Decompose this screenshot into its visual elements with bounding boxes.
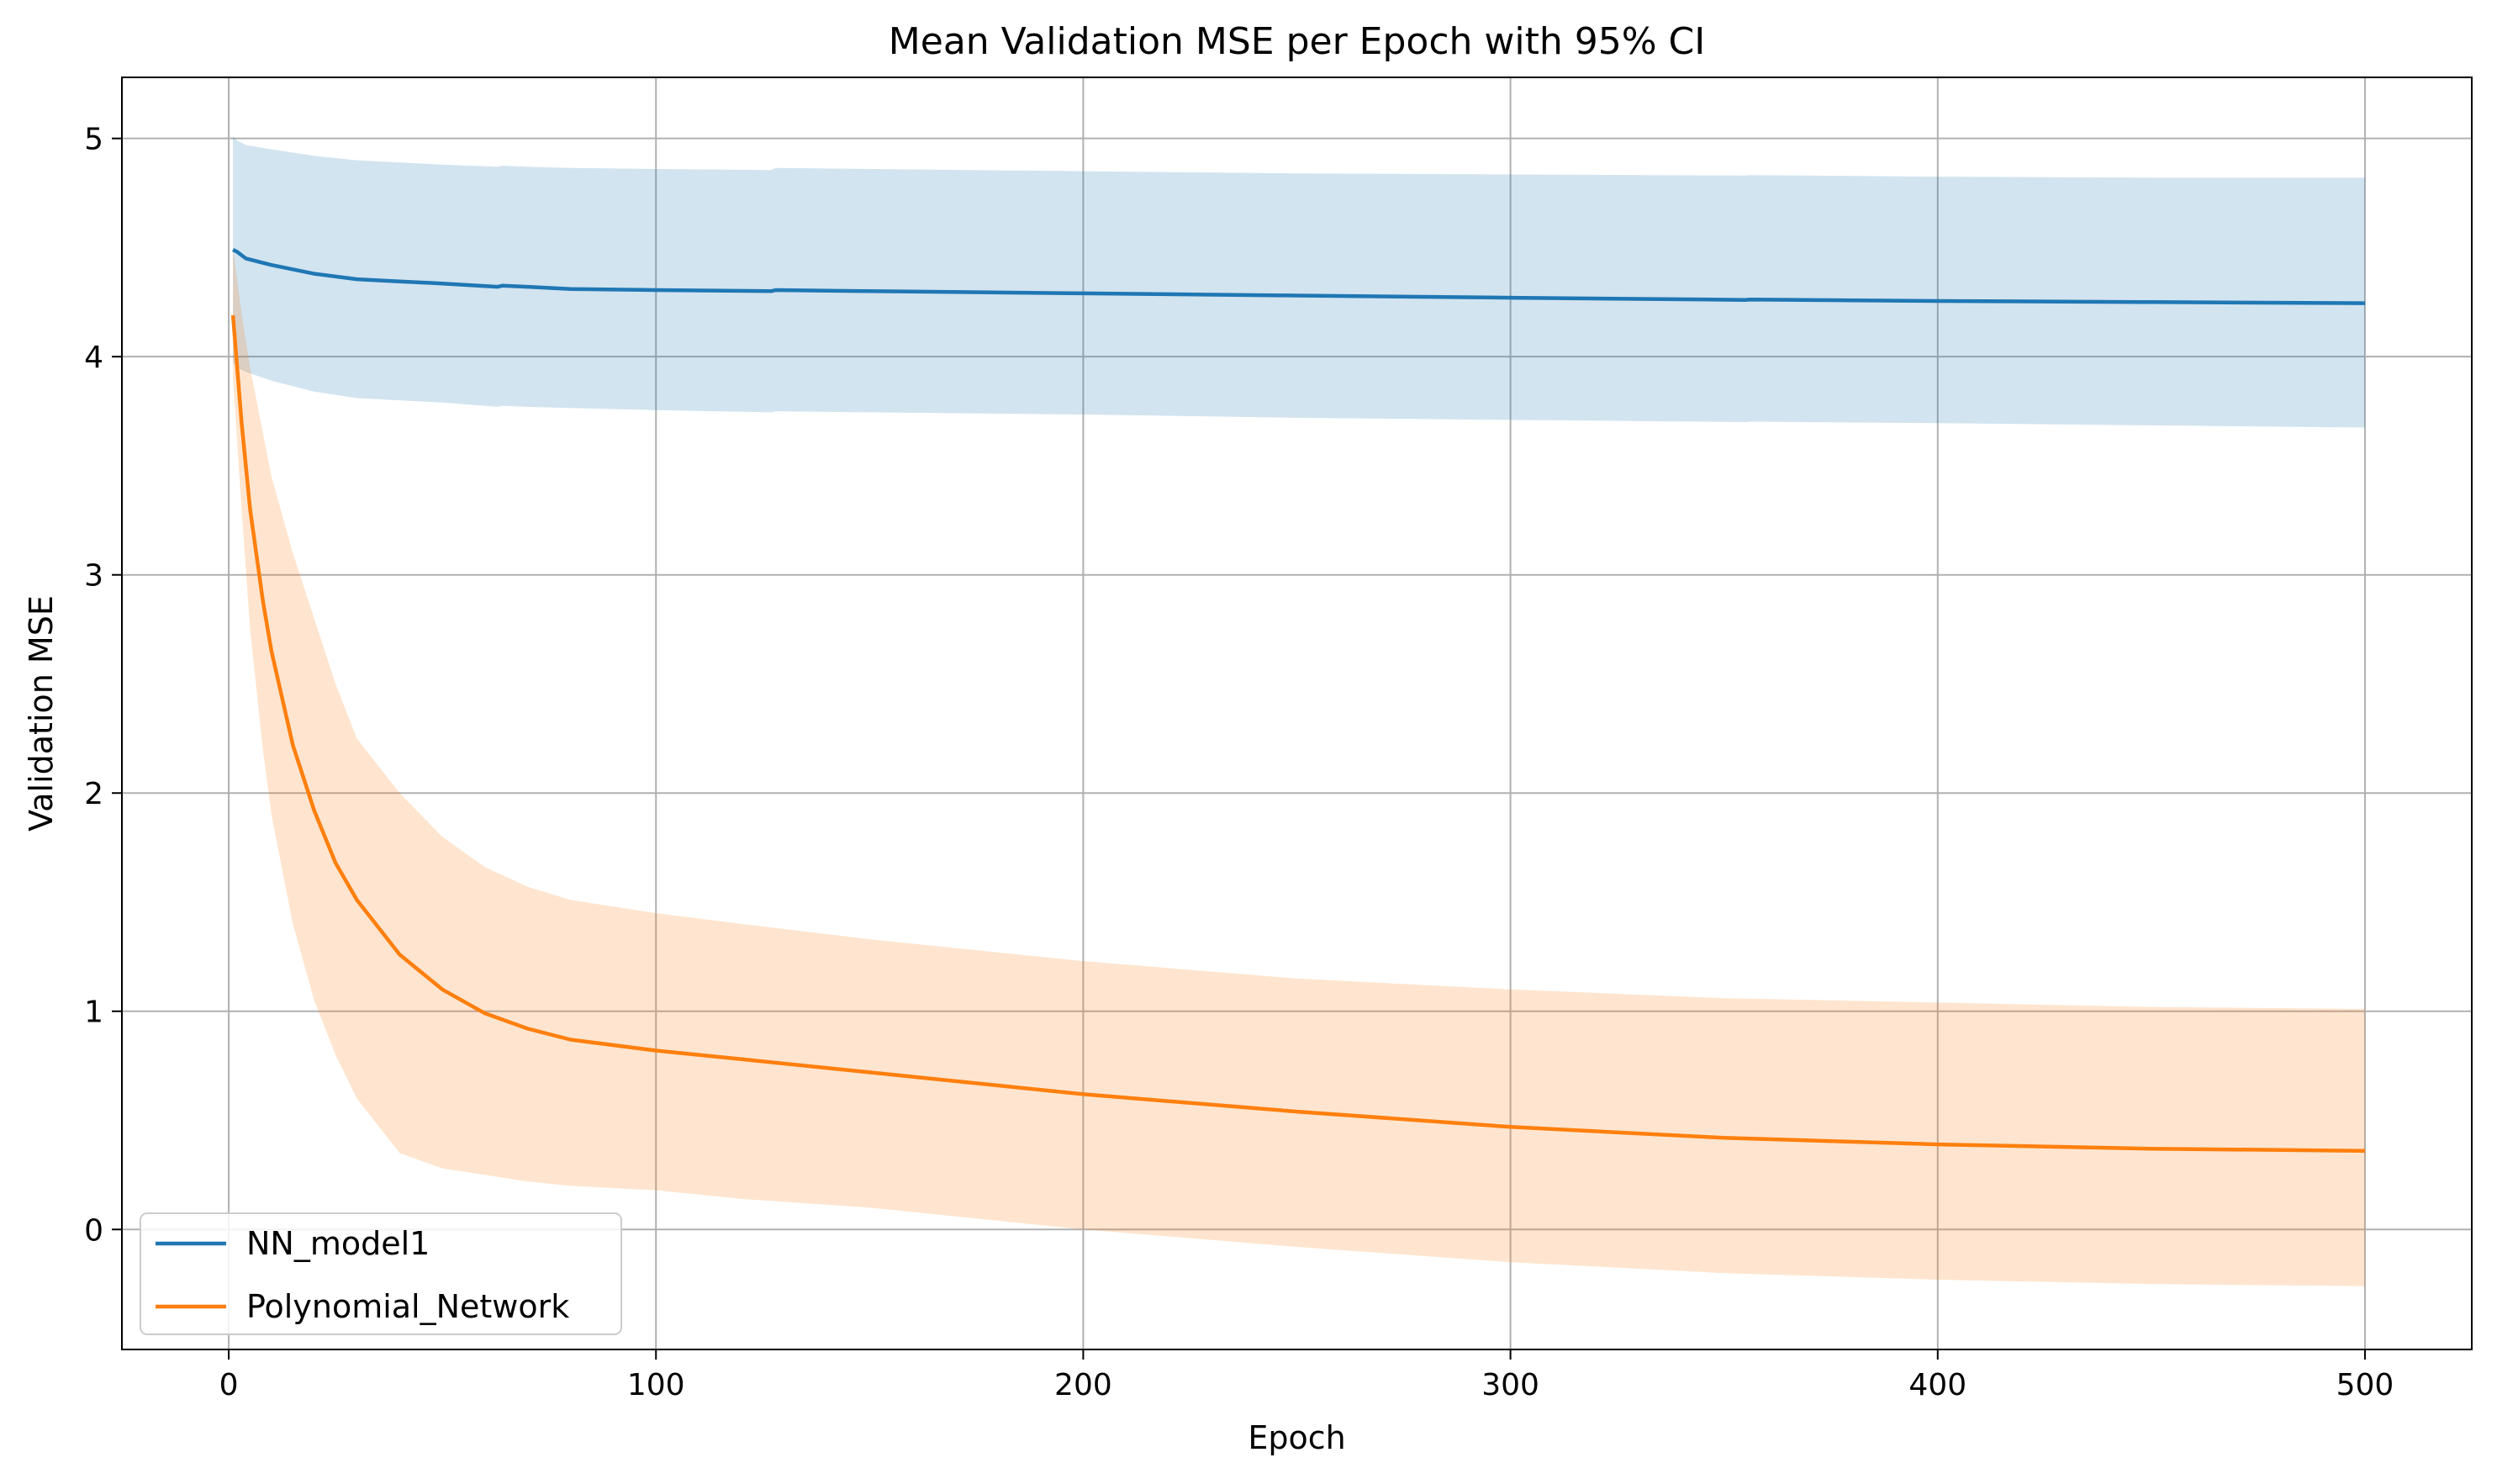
- x-tick-label: 0: [219, 1368, 239, 1402]
- legend-label: Polynomial_Network: [246, 1288, 569, 1325]
- ci-band-nn_model1: [233, 136, 2365, 428]
- x-tick-label: 300: [1481, 1368, 1539, 1402]
- grid: [122, 77, 2472, 1349]
- y-tick-label: 2: [84, 777, 103, 811]
- chart-title: Mean Validation MSE per Epoch with 95% C…: [889, 20, 1705, 63]
- series-line-nn_model1: [232, 247, 2366, 305]
- x-tick-label: 500: [2336, 1368, 2394, 1402]
- y-tick-label: 4: [84, 341, 103, 375]
- x-tick-label: 100: [627, 1368, 685, 1402]
- series-line-polynomial_network: [230, 314, 2366, 1154]
- legend-label: NN_model1: [246, 1225, 430, 1262]
- x-tick-label: 400: [1908, 1368, 1966, 1402]
- confidence-bands: [233, 136, 2365, 1286]
- x-tick-label: 200: [1054, 1368, 1112, 1402]
- plot-frame: [121, 77, 2473, 1350]
- ci-band-polynomial_network: [233, 247, 2365, 1286]
- legend: NN_model1 Polynomial_Network: [140, 1212, 622, 1335]
- x-axis-label: Epoch: [1248, 1419, 1345, 1456]
- y-tick-label: 1: [84, 995, 103, 1030]
- y-tick-label: 0: [84, 1213, 103, 1248]
- y-tick-label: 5: [84, 123, 103, 157]
- legend-box: [140, 1212, 622, 1335]
- y-axis-label: Validation MSE: [23, 595, 60, 832]
- axis-ticks: 0 100 200 300 400 500 0 1 2 3 4 5: [84, 123, 2394, 1402]
- y-tick-label: 3: [84, 559, 103, 594]
- series-lines: [230, 247, 2366, 1154]
